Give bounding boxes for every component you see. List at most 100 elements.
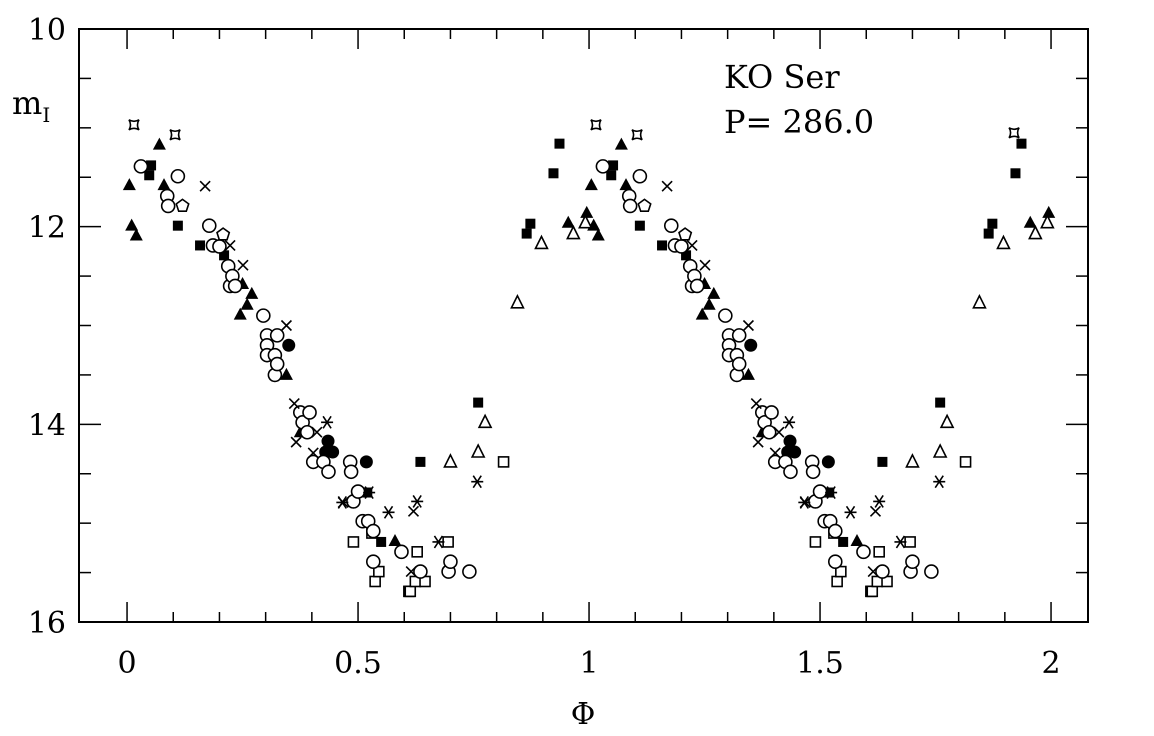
data-point-filled-square <box>634 220 645 231</box>
data-point-open-circle <box>227 278 243 294</box>
x-tick-label: 0 <box>118 646 137 681</box>
data-point-cross <box>405 566 417 578</box>
data-point-filled-circle <box>359 455 373 469</box>
data-point-open-circle <box>827 554 843 570</box>
data-point-filled-triangle <box>122 178 136 191</box>
data-point-filled-triangle <box>245 286 259 299</box>
data-point-open-square <box>404 585 417 598</box>
data-point-open-circle <box>674 239 689 254</box>
data-points <box>122 119 1056 598</box>
data-point-filled-circle <box>282 338 296 352</box>
data-point-filled-circle <box>821 455 835 469</box>
data-point-filled-triangle <box>614 137 628 150</box>
data-point-filled-triangle <box>561 215 575 228</box>
data-point-cross <box>752 436 764 448</box>
data-point-filled-square <box>415 456 426 467</box>
data-point-open-triangle <box>566 224 581 240</box>
data-point-open-square <box>866 585 879 598</box>
data-point-open-circle <box>805 464 821 480</box>
data-point-asterisk <box>363 486 376 499</box>
data-point-asterisk <box>321 415 334 429</box>
data-point-open-circle <box>595 159 611 174</box>
data-point-open-circle <box>365 523 381 539</box>
data-point-filled-square <box>983 228 994 239</box>
data-point-open-pentagon <box>637 198 652 212</box>
data-point-open-star4 <box>1008 127 1020 139</box>
data-point-filled-triangle <box>125 218 139 231</box>
data-point-open-triangle <box>534 234 549 250</box>
data-point-cross <box>686 239 698 252</box>
x-tick-label: 0.5 <box>334 646 382 681</box>
data-point-open-circle <box>731 328 747 343</box>
data-point-open-square <box>904 536 916 548</box>
data-point-filled-square <box>554 138 565 149</box>
data-point-filled-square <box>935 397 946 408</box>
data-point-open-triangle <box>1028 224 1043 240</box>
x-tick-label: 1 <box>579 646 598 681</box>
data-point-open-circle <box>160 198 176 214</box>
data-point-filled-triangle <box>707 286 721 299</box>
data-point-filled-square <box>525 218 536 229</box>
data-point-open-circle <box>761 424 777 440</box>
data-point-filled-square <box>219 250 230 261</box>
data-point-open-triangle <box>443 453 458 468</box>
data-point-open-triangle <box>470 443 486 458</box>
data-point-open-pentagon <box>678 227 693 241</box>
data-point-asterisk <box>411 494 424 508</box>
y-tick-label: 14 <box>28 408 66 443</box>
data-point-cross <box>311 426 323 438</box>
y-tick-labels: 10 12 14 16 <box>28 13 66 641</box>
y-tick-label: 12 <box>28 211 66 246</box>
data-point-open-triangle <box>905 453 920 468</box>
data-point-asterisk <box>825 486 838 499</box>
data-point-filled-triangle <box>240 297 254 310</box>
data-point-asterisk <box>798 495 811 509</box>
data-point-filled-triangle <box>580 205 594 218</box>
data-point-open-circle <box>764 405 779 420</box>
data-point-open-circle <box>875 564 890 579</box>
data-point-open-square <box>809 536 822 548</box>
data-point-open-circle <box>302 405 317 420</box>
data-point-asterisk <box>844 505 857 519</box>
data-point-filled-square <box>473 397 484 408</box>
data-point-filled-triangle <box>850 533 864 546</box>
data-point-open-circle <box>731 356 747 372</box>
data-point-open-circle <box>321 464 336 480</box>
data-point-filled-square <box>376 536 387 547</box>
data-point-open-circle <box>299 424 315 440</box>
data-point-asterisk <box>336 495 349 509</box>
y-axis-label: mI <box>12 84 50 127</box>
data-point-cross <box>307 447 319 459</box>
data-point-asterisk <box>933 475 946 489</box>
data-point-filled-square <box>521 228 532 239</box>
data-point-filled-square <box>606 170 617 181</box>
data-point-filled-triangle <box>152 137 166 150</box>
plot-frame <box>78 28 1089 623</box>
data-point-open-circle <box>170 168 186 184</box>
data-point-open-circle <box>201 218 217 233</box>
data-point-open-triangle <box>1040 213 1055 229</box>
data-point-filled-triangle <box>233 307 247 320</box>
data-point-open-square <box>835 565 847 578</box>
data-point-open-triangle <box>939 413 955 429</box>
data-point-filled-triangle <box>1023 215 1037 228</box>
data-point-cross <box>773 426 785 438</box>
data-point-open-triangle <box>477 413 493 429</box>
data-point-filled-square <box>838 536 849 547</box>
data-point-open-square <box>959 456 972 468</box>
data-point-cross <box>407 505 420 517</box>
data-point-filled-triangle <box>129 228 143 241</box>
data-point-asterisk <box>894 535 907 549</box>
data-point-asterisk <box>783 415 796 429</box>
data-point-filled-circle <box>783 434 797 448</box>
data-point-open-square <box>373 565 385 578</box>
data-point-cross <box>750 398 762 410</box>
data-point-open-circle <box>413 564 428 579</box>
data-point-open-circle <box>812 484 828 499</box>
data-point-open-triangle <box>510 293 525 309</box>
data-point-filled-square <box>987 218 998 229</box>
data-point-open-square <box>873 546 885 558</box>
data-point-filled-square <box>681 250 692 261</box>
data-point-cross <box>867 566 879 578</box>
data-point-open-circle <box>350 484 366 499</box>
